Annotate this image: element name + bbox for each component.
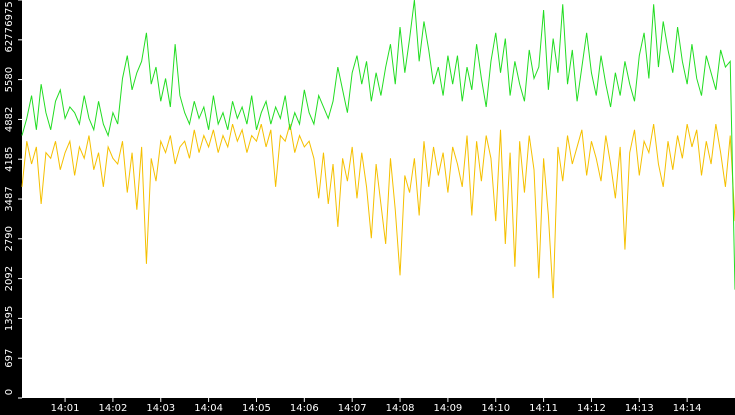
y-tick-label: 1395: [4, 306, 15, 331]
x-tick-label: 14:11: [529, 403, 558, 414]
x-tick-label: 14:03: [146, 403, 175, 414]
x-tick-label: 14:07: [338, 403, 367, 414]
data-line: [21, 0, 735, 290]
y-tick-label: 6975: [4, 1, 15, 26]
x-tick-label: 14:01: [51, 403, 80, 414]
x-tick-label: 14:05: [242, 403, 271, 414]
y-tick-label: 697: [4, 349, 15, 368]
y-tick-label: 0: [4, 389, 15, 395]
x-tick-label: 14:06: [290, 403, 319, 414]
x-tick-label: 14:09: [433, 403, 462, 414]
x-tick-label: 14:13: [625, 403, 654, 414]
y-tick-label: 4882: [4, 107, 15, 132]
x-tick-label: 14:14: [673, 403, 702, 414]
x-tick-label: 14:04: [194, 403, 223, 414]
y-tick-label: 4185: [4, 146, 15, 171]
x-tick-label: 14:02: [99, 403, 128, 414]
y-tick-label: 2092: [4, 266, 15, 291]
plot-area: [22, 0, 735, 398]
y-tick-label: 6277: [4, 27, 15, 52]
y-tick-label: 5580: [4, 67, 15, 92]
x-tick-label: 14:12: [577, 403, 606, 414]
x-tick-label: 14:08: [386, 403, 415, 414]
y-tick-label: 2790: [4, 226, 15, 251]
x-tick-label: 14:10: [481, 403, 510, 414]
data-line: [21, 123, 735, 299]
y-tick-label: 3487: [4, 186, 15, 211]
